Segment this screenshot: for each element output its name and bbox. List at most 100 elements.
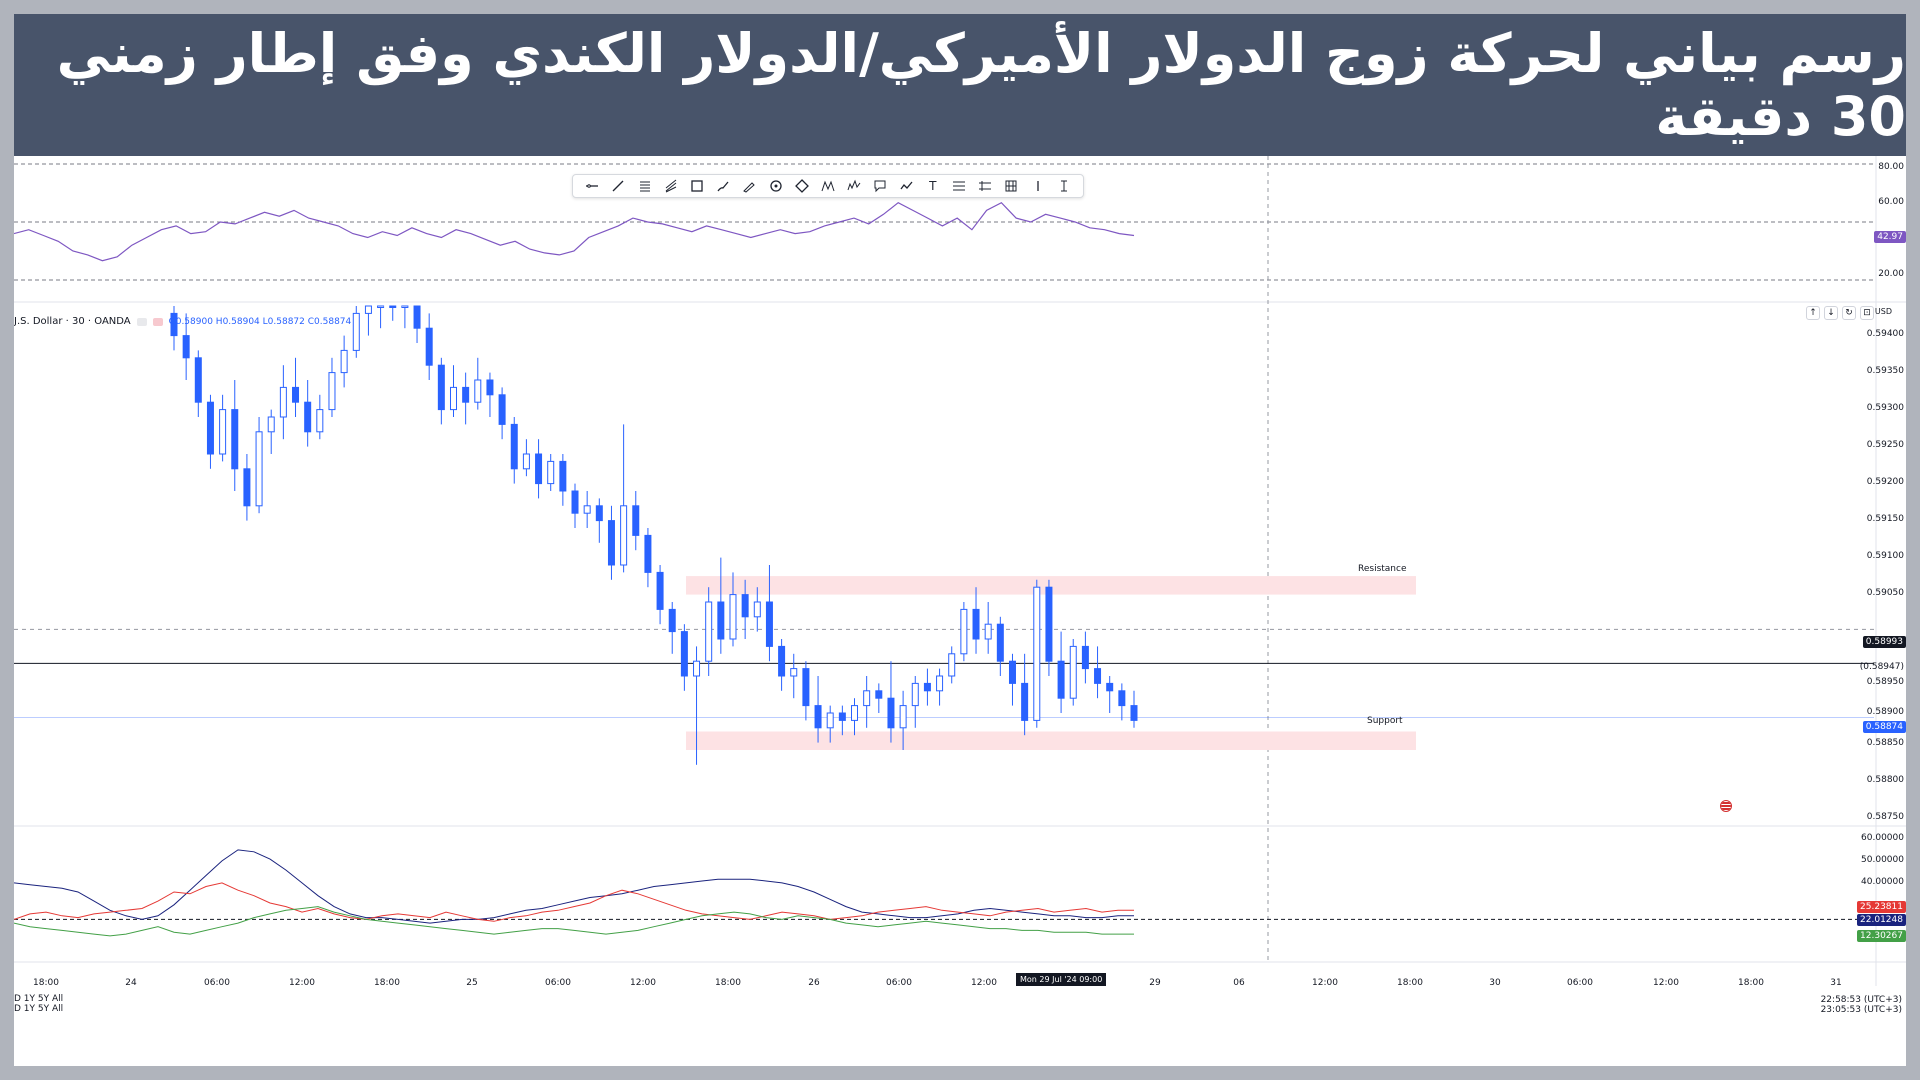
circle-icon[interactable]: [767, 177, 785, 195]
horizontal-line-icon[interactable]: [583, 177, 601, 195]
candle-body: [1130, 705, 1138, 721]
candle-body: [1081, 645, 1089, 670]
candle-body: [1057, 660, 1065, 699]
candle-body: [838, 712, 846, 721]
legend-settings-button[interactable]: [152, 317, 163, 326]
crosshair-date-tag: Mon 29 Jul '24 09:00: [1016, 973, 1107, 986]
candle-body: [547, 460, 555, 485]
candle-body: [316, 409, 324, 433]
maximize-pane-button[interactable]: ⊡: [1860, 306, 1874, 320]
candle-body: [911, 682, 919, 707]
reset-scale-button[interactable]: ↻: [1842, 306, 1856, 320]
candle-body: [644, 534, 652, 573]
price-label-1: 0.59350: [1866, 366, 1904, 376]
candle-body: [620, 505, 628, 566]
candle-body: [923, 682, 931, 692]
price-label-3: 0.59250: [1866, 440, 1904, 450]
range-buttons[interactable]: D 1Y 5Y All D 1Y 5Y All: [14, 994, 63, 1014]
position-icon[interactable]: [1029, 177, 1047, 195]
parallel-channel-icon[interactable]: [636, 177, 654, 195]
gann-box-icon[interactable]: [1002, 177, 1020, 195]
time-label: 06:00: [204, 978, 230, 988]
candle-body: [1094, 668, 1102, 684]
rsi-label-60: 60.00: [1878, 197, 1904, 207]
candle-body: [1008, 660, 1016, 684]
price-label-0: 0.59400: [1866, 329, 1904, 339]
price-label-7: 0.59050: [1866, 588, 1904, 598]
candle-body: [401, 305, 409, 308]
time-label: 18:00: [33, 978, 59, 988]
time-label: 12:00: [1312, 978, 1338, 988]
time-label: 30: [1489, 978, 1501, 988]
pen-icon[interactable]: [740, 177, 758, 195]
title-banner: رسم بياني لحركة زوج الدولار الأميركي/الد…: [14, 14, 1906, 156]
candle-body: [194, 357, 202, 403]
support-zone: [686, 731, 1416, 750]
symbol-name[interactable]: J.S. Dollar · 30 · OANDA: [14, 316, 131, 327]
range-row[interactable]: D 1Y 5Y All: [14, 1004, 64, 1014]
clock-line: 22:58:53 (UTC+3): [1820, 995, 1902, 1005]
resistance-zone: [686, 576, 1416, 595]
candle-body: [377, 305, 385, 308]
candle-body: [887, 697, 895, 729]
candle-body: [231, 409, 239, 470]
trend-line-icon[interactable]: [609, 177, 627, 195]
price-label-11: 0.58800: [1866, 775, 1904, 785]
fib-extension-icon[interactable]: [976, 177, 994, 195]
text-icon[interactable]: T: [929, 179, 937, 193]
candle-body: [304, 401, 312, 433]
clock-display[interactable]: 22:58:53 (UTC+3) 23:05:53 (UTC+3): [1821, 995, 1902, 1015]
pitchfork-icon[interactable]: [662, 177, 680, 195]
path-icon[interactable]: [898, 177, 916, 195]
brush-icon[interactable]: [714, 177, 732, 195]
ohlc-values: O0.58900 H0.58904 L0.58872 C0.58874: [168, 316, 352, 327]
candle-body: [632, 505, 640, 536]
plus-di-line: [14, 882, 1134, 922]
minus-di-tag: 12.30267: [1857, 930, 1906, 942]
scale-up-button[interactable]: ↑: [1806, 306, 1820, 320]
candle-body: [535, 453, 543, 485]
cursor-icon[interactable]: [1055, 177, 1073, 195]
candle-body: [595, 505, 603, 522]
candle-body: [607, 520, 615, 566]
callout-icon[interactable]: [871, 177, 889, 195]
us-flag-event-icon[interactable]: [1720, 800, 1732, 812]
candle-body: [559, 460, 567, 492]
candle-body: [219, 409, 227, 455]
shape-icon[interactable]: [793, 177, 811, 195]
candle-body: [571, 490, 579, 514]
candle-body: [206, 401, 214, 455]
price-label-5: 0.59150: [1866, 514, 1904, 524]
dmi-label-40: 40.00000: [1861, 877, 1904, 887]
pattern-icon[interactable]: [819, 177, 837, 195]
currency-label[interactable]: USD: [1874, 307, 1892, 316]
candle-body: [972, 608, 980, 640]
rectangle-icon[interactable]: [688, 177, 706, 195]
candle-body: [753, 601, 761, 618]
page-title: رسم بياني لحركة زوج الدولار الأميركي/الد…: [56, 22, 1906, 148]
candle-body: [899, 705, 907, 729]
chart-area[interactable]: T J.S. Dollar · 30 · OANDA O0.58900 H0.5…: [14, 156, 1906, 1036]
plus-di-tag: 25.23811: [1857, 901, 1906, 913]
chart-canvas[interactable]: [14, 156, 1906, 1036]
fib-retracement-icon[interactable]: [950, 177, 968, 195]
time-label: 18:00: [1397, 978, 1423, 988]
time-label: 18:00: [715, 978, 741, 988]
scale-down-button[interactable]: ↓: [1824, 306, 1838, 320]
range-row[interactable]: D 1Y 5Y All: [14, 994, 64, 1004]
elliott-wave-icon[interactable]: [845, 177, 863, 195]
rsi-value-tag: 42.97: [1874, 231, 1906, 243]
candle-body: [389, 305, 397, 308]
candle-body: [960, 608, 968, 655]
legend-hide-button[interactable]: [136, 317, 147, 326]
resistance-label: Resistance: [1358, 564, 1407, 574]
rsi-label-80: 80.00: [1878, 162, 1904, 172]
reference-price: (0.58947): [1859, 662, 1904, 672]
support-label: Support: [1367, 716, 1403, 726]
price-label-8: 0.58950: [1866, 677, 1904, 687]
clock-line: 23:05:53 (UTC+3): [1820, 1005, 1902, 1015]
time-label: 25: [466, 978, 478, 988]
candle-body: [765, 601, 773, 647]
time-label: 26: [808, 978, 820, 988]
rsi-line: [14, 201, 1135, 262]
